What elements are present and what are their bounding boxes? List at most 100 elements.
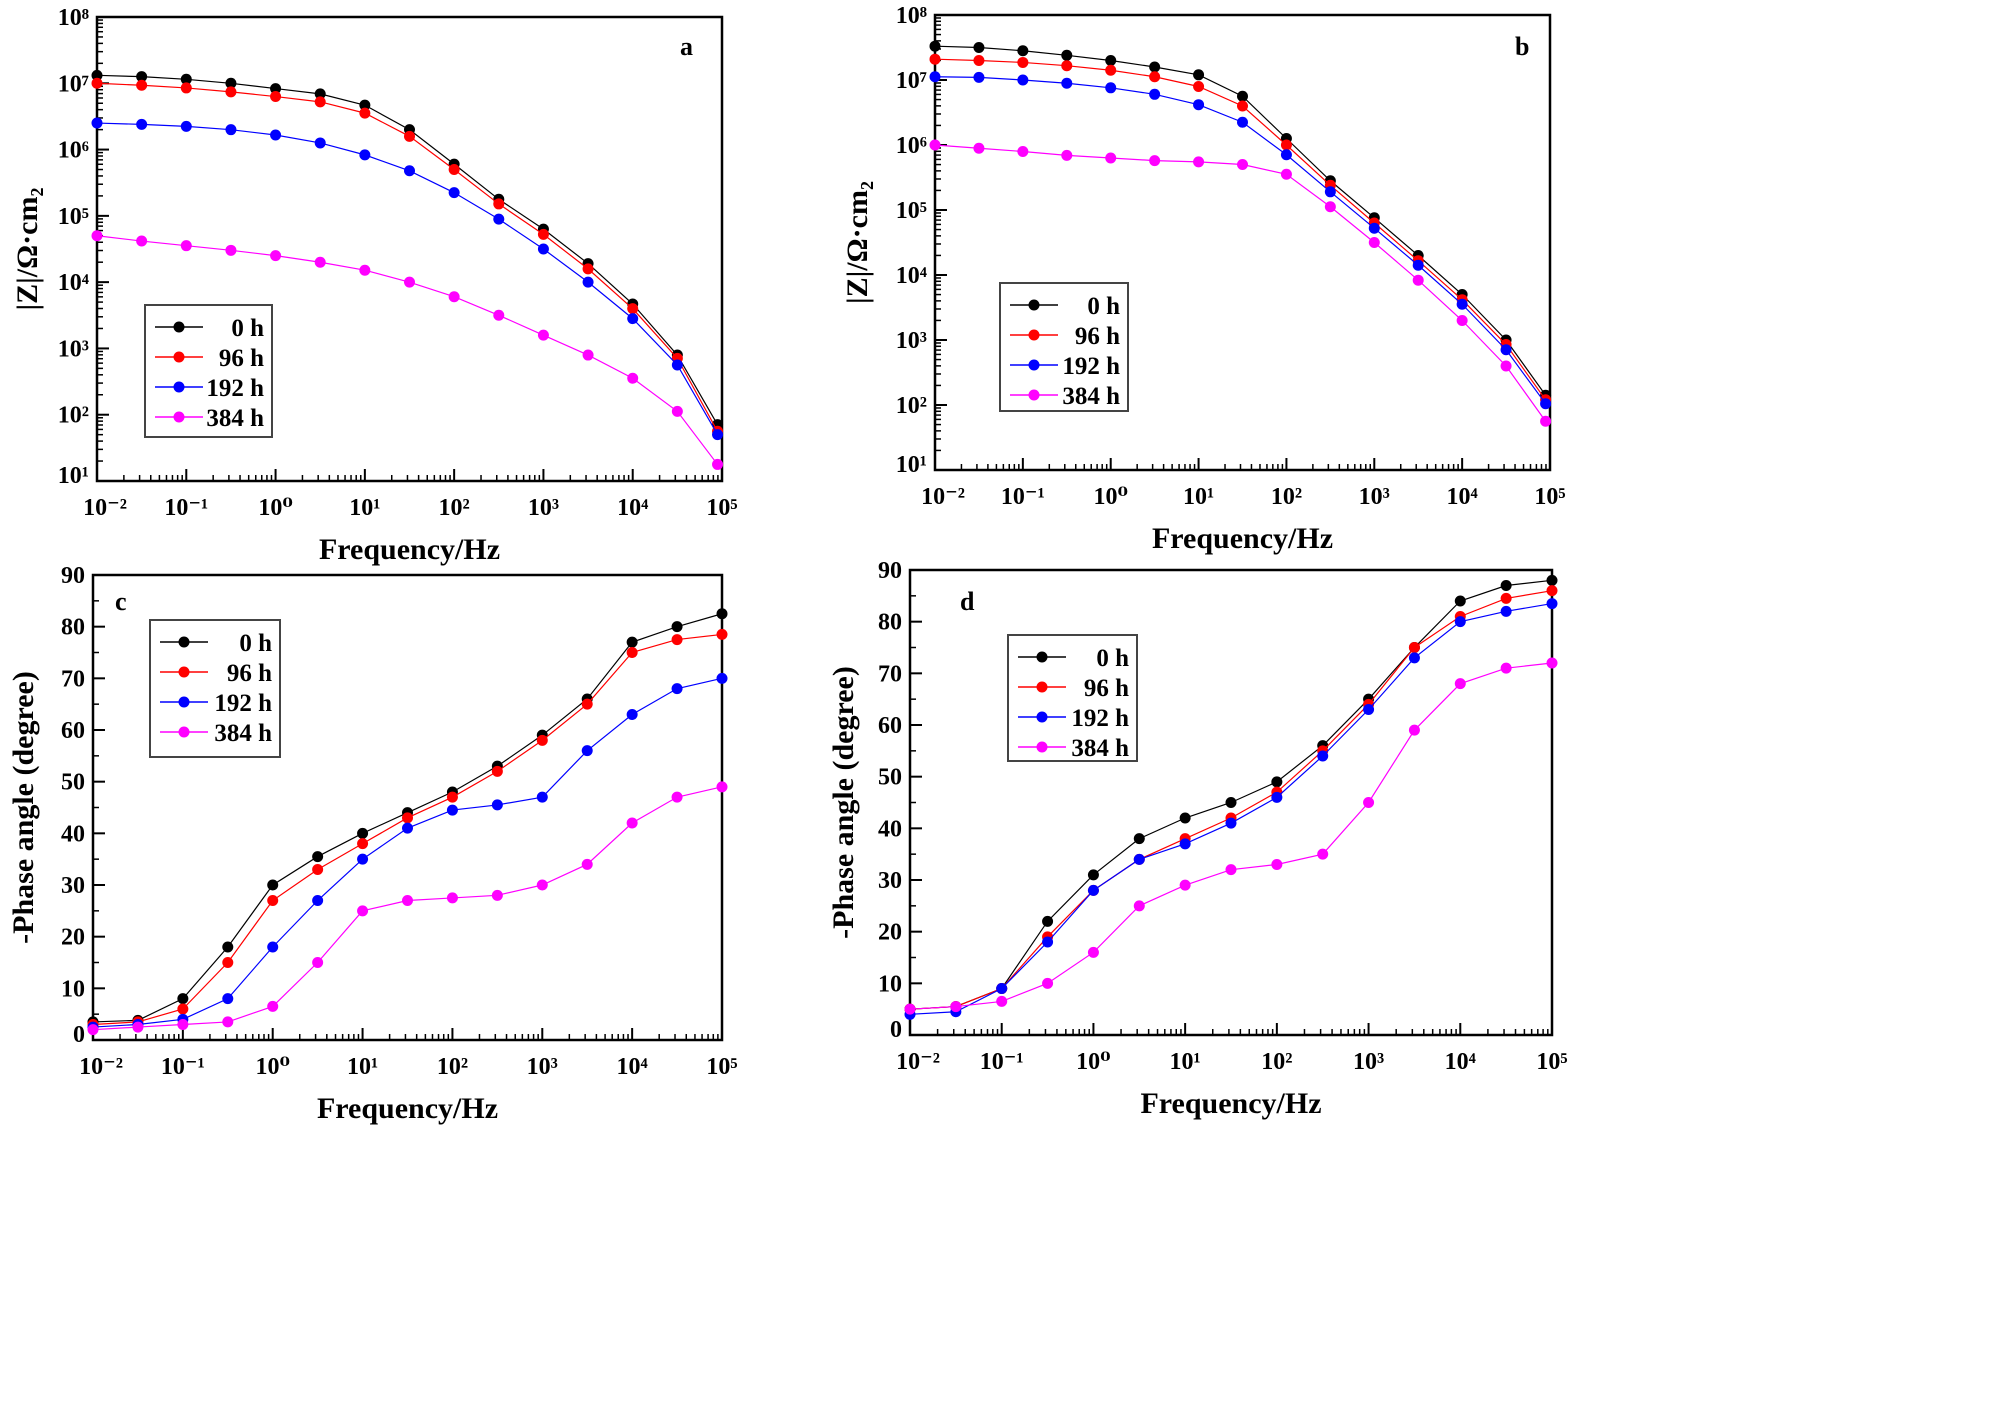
- data-point: [448, 163, 460, 175]
- data-point: [91, 230, 103, 242]
- legend: 0 h 96 h 192 h 384 h: [1007, 634, 1138, 762]
- data-point: [1237, 116, 1248, 128]
- data-point: [904, 1003, 916, 1015]
- data-point: [91, 69, 103, 81]
- series-192h: [91, 117, 724, 441]
- series-384h: [91, 230, 724, 470]
- y-tick-label: 10⁷: [58, 71, 89, 97]
- data-point: [1193, 69, 1205, 81]
- legend-label: 192 h: [206, 375, 264, 402]
- data-point: [270, 91, 282, 103]
- x-tick-label: 10⁵: [1536, 1049, 1567, 1075]
- data-point: [359, 264, 371, 276]
- data-point: [359, 149, 371, 161]
- data-point: [929, 53, 941, 65]
- data-point: [177, 1019, 189, 1030]
- panel-letter: a: [680, 32, 693, 61]
- data-point: [404, 165, 415, 177]
- data-point: [1546, 585, 1558, 597]
- y-tick-label: 10⁷: [896, 68, 927, 94]
- y-tick-label: 10⁶: [896, 133, 927, 159]
- data-point: [627, 313, 639, 325]
- x-tick-label: 10⁻¹: [164, 495, 208, 521]
- y-tick-label: 0: [890, 1017, 902, 1043]
- data-point: [222, 957, 234, 968]
- data-point: [1105, 64, 1117, 76]
- data-point: [225, 77, 237, 89]
- x-axis-label: Frequency/Hz: [319, 533, 500, 566]
- y-tick-label: 80: [878, 610, 902, 636]
- data-point: [996, 995, 1008, 1007]
- y-tick-label: 40: [61, 821, 85, 847]
- legend-swatch-marker: [178, 636, 190, 648]
- legend-swatch-marker: [1036, 651, 1048, 663]
- data-point: [671, 359, 683, 371]
- data-point: [1368, 222, 1380, 234]
- data-point: [671, 621, 683, 633]
- x-axis-label: Frequency/Hz: [317, 1092, 498, 1125]
- x-tick-label: 10³: [527, 1054, 558, 1080]
- legend-label: 0 h: [231, 315, 264, 342]
- legend-box: [1007, 634, 1138, 762]
- data-point: [536, 879, 548, 891]
- x-axis-label: Frequency/Hz: [1152, 522, 1333, 555]
- series-line: [909, 579, 1553, 1010]
- data-point: [712, 458, 724, 470]
- data-point: [1408, 652, 1420, 664]
- data-point: [1500, 360, 1512, 372]
- x-tick-label: 10¹: [1170, 1049, 1201, 1075]
- data-point: [581, 858, 593, 870]
- legend-label: 384 h: [1062, 383, 1120, 410]
- y-tick-label: 70: [61, 666, 85, 692]
- data-point: [222, 941, 234, 953]
- data-point: [1271, 776, 1283, 788]
- legend-label: 192 h: [214, 690, 272, 717]
- y-tick-label: 10²: [58, 403, 89, 429]
- data-point: [1280, 139, 1292, 151]
- data-point: [626, 817, 638, 829]
- data-point: [1500, 605, 1512, 617]
- data-point: [1456, 298, 1468, 310]
- legend-item: 384 h: [160, 720, 272, 747]
- legend: 0 h 96 h 192 h 384 h: [999, 282, 1129, 412]
- data-point: [1042, 915, 1054, 927]
- y-tick-label: 10⁸: [58, 5, 89, 31]
- data-point: [1179, 812, 1191, 824]
- y-tick-label: 10¹: [896, 452, 927, 478]
- x-tick-label: 10²: [1271, 484, 1302, 510]
- data-point: [1540, 398, 1552, 410]
- series-384h: [904, 657, 1558, 1015]
- data-point: [1546, 574, 1558, 586]
- data-point: [1412, 274, 1424, 286]
- y-tick-label: 10³: [58, 336, 89, 362]
- data-point: [357, 838, 369, 850]
- y-tick-label: 10⁵: [58, 204, 89, 230]
- x-tick-label: 10²: [1261, 1049, 1292, 1075]
- y-tick-label: 10²: [896, 393, 927, 419]
- y-tick-label: 90: [878, 558, 902, 584]
- series-384h: [929, 139, 1552, 427]
- data-point: [671, 683, 683, 695]
- x-tick-label: 10⁵: [1534, 484, 1565, 510]
- y-tick-label: 30: [61, 873, 85, 899]
- y-tick-label: 30: [878, 868, 902, 894]
- data-point: [225, 244, 237, 256]
- x-tick-label: 10³: [1353, 1049, 1384, 1075]
- data-point: [1456, 315, 1468, 326]
- data-point: [716, 781, 728, 793]
- x-tick-label: 10⁰: [1076, 1049, 1111, 1075]
- panel-letter: b: [1515, 32, 1529, 61]
- data-point: [536, 791, 548, 803]
- legend-swatch-marker: [1036, 711, 1048, 723]
- data-point: [1193, 156, 1205, 168]
- y-tick-label: 10⁴: [896, 263, 927, 289]
- data-point: [267, 1000, 279, 1012]
- data-point: [312, 957, 324, 968]
- legend-label: 384 h: [206, 405, 264, 432]
- legend-item: 192 h: [1010, 353, 1120, 380]
- data-point: [493, 198, 505, 210]
- x-tick-label: 10⁴: [1445, 1049, 1476, 1075]
- legend-label: 96 h: [219, 345, 264, 372]
- legend-swatch-marker: [1028, 359, 1040, 371]
- legend-swatch-marker: [1036, 681, 1048, 693]
